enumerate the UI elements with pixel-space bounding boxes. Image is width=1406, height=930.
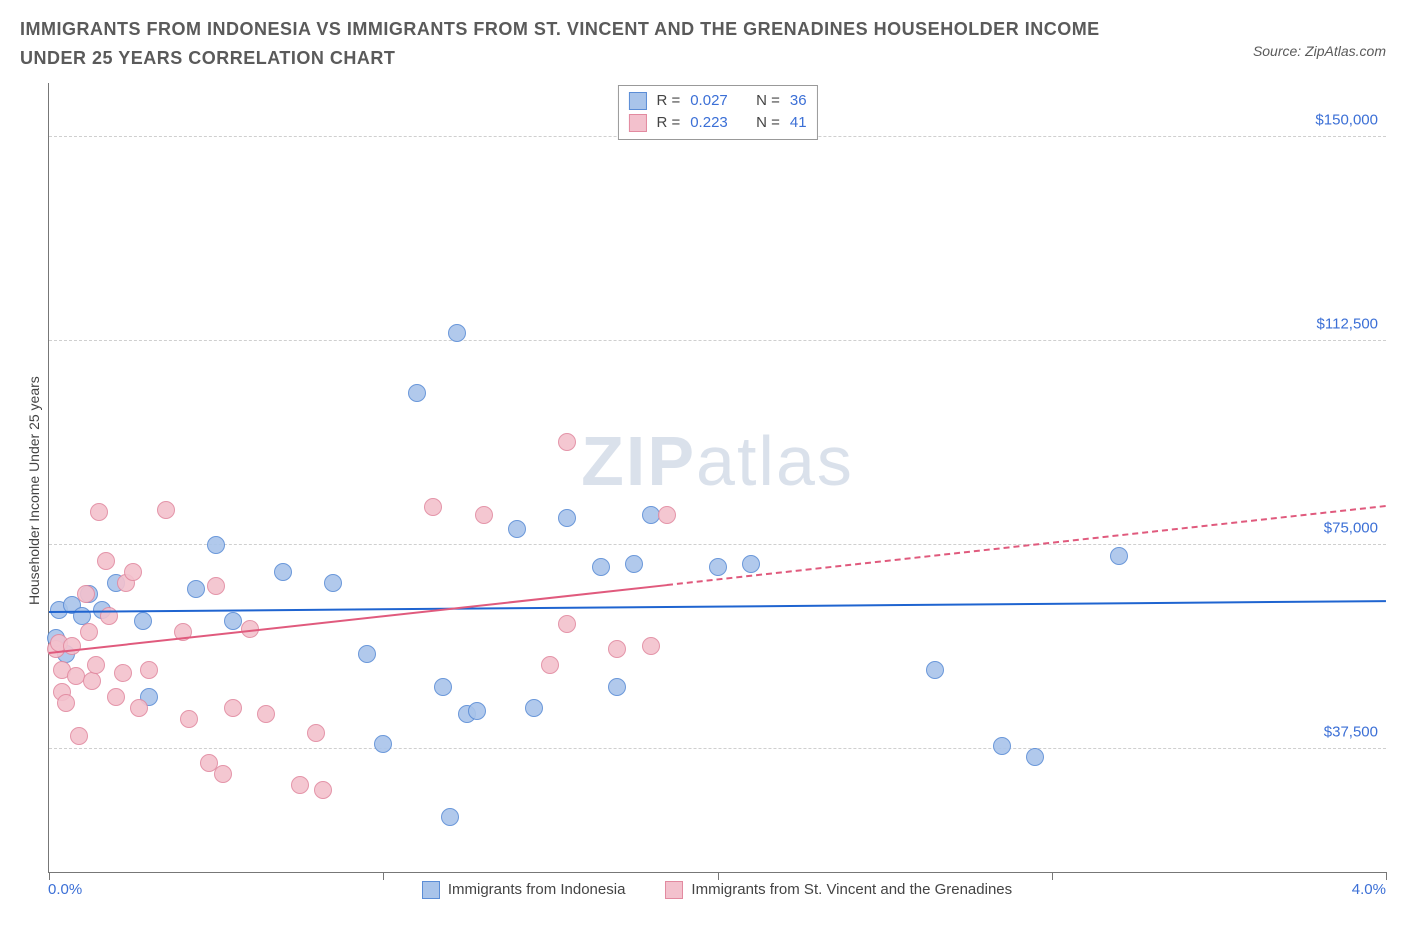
y-tick-label: $150,000	[1315, 112, 1378, 129]
n-value: 36	[790, 90, 807, 113]
data-point	[541, 656, 559, 674]
data-point	[424, 498, 442, 516]
data-point	[87, 656, 105, 674]
legend-swatch	[628, 114, 646, 132]
data-point	[658, 506, 676, 524]
data-point	[157, 501, 175, 519]
data-point	[441, 808, 459, 826]
data-point	[475, 506, 493, 524]
data-point	[508, 520, 526, 538]
y-tick-label: $112,500	[1317, 316, 1378, 333]
data-point	[207, 577, 225, 595]
data-point	[408, 384, 426, 402]
x-tick	[49, 872, 50, 880]
stats-legend-row: R = 0.027 N = 36	[628, 90, 806, 113]
data-point	[608, 678, 626, 696]
x-axis-min-label: 0.0%	[48, 881, 82, 898]
data-point	[90, 503, 108, 521]
data-point	[1110, 547, 1128, 565]
data-point	[134, 612, 152, 630]
source-label: Source: ZipAtlas.com	[1253, 15, 1386, 59]
x-tick	[1052, 872, 1053, 880]
y-tick-label: $75,000	[1324, 520, 1378, 537]
trend-line	[667, 505, 1386, 586]
data-point	[358, 645, 376, 663]
data-point	[324, 574, 342, 592]
data-point	[140, 661, 158, 679]
grid-line	[49, 748, 1386, 749]
data-point	[207, 536, 225, 554]
r-label: R =	[656, 112, 680, 135]
n-label: N =	[756, 90, 780, 113]
data-point	[1026, 748, 1044, 766]
data-point	[57, 694, 75, 712]
data-point	[291, 776, 309, 794]
data-point	[214, 765, 232, 783]
y-axis-label: Householder Income Under 25 years	[20, 83, 48, 899]
data-point	[709, 558, 727, 576]
y-tick-label: $37,500	[1324, 724, 1378, 741]
data-point	[114, 664, 132, 682]
data-point	[993, 737, 1011, 755]
r-value: 0.027	[690, 90, 728, 113]
data-point	[608, 640, 626, 658]
chart-title: IMMIGRANTS FROM INDONESIA VS IMMIGRANTS …	[20, 15, 1120, 73]
data-point	[274, 563, 292, 581]
legend-label: Immigrants from St. Vincent and the Gren…	[691, 881, 1012, 898]
data-point	[124, 563, 142, 581]
x-axis-max-label: 4.0%	[1352, 881, 1386, 898]
legend-swatch	[665, 881, 683, 899]
data-point	[314, 781, 332, 799]
n-label: N =	[756, 112, 780, 135]
legend-item: Immigrants from St. Vincent and the Gren…	[665, 881, 1012, 899]
stats-legend: R = 0.027 N = 36 R = 0.223 N = 41	[617, 85, 817, 140]
data-point	[374, 735, 392, 753]
data-point	[558, 615, 576, 633]
grid-line	[49, 544, 1386, 545]
r-value: 0.223	[690, 112, 728, 135]
scatter-plot: R = 0.027 N = 36 R = 0.223 N = 41 ZIPatlas $3…	[48, 83, 1386, 873]
data-point	[67, 667, 85, 685]
data-point	[187, 580, 205, 598]
n-value: 41	[790, 112, 807, 135]
stats-legend-row: R = 0.223 N = 41	[628, 112, 806, 135]
data-point	[642, 637, 660, 655]
data-point	[224, 612, 242, 630]
grid-line	[49, 340, 1386, 341]
data-point	[742, 555, 760, 573]
data-point	[73, 607, 91, 625]
data-point	[180, 710, 198, 728]
data-point	[926, 661, 944, 679]
data-point	[625, 555, 643, 573]
data-point	[70, 727, 88, 745]
data-point	[77, 585, 95, 603]
data-point	[307, 724, 325, 742]
trend-line	[49, 600, 1386, 613]
r-label: R =	[656, 90, 680, 113]
legend-item: Immigrants from Indonesia	[422, 881, 626, 899]
data-point	[525, 699, 543, 717]
data-point	[130, 699, 148, 717]
data-point	[97, 552, 115, 570]
legend-label: Immigrants from Indonesia	[448, 881, 626, 898]
data-point	[558, 433, 576, 451]
bottom-legend: 0.0% 4.0% Immigrants from Indonesia Immig…	[48, 881, 1386, 899]
x-tick	[1386, 872, 1387, 880]
data-point	[257, 705, 275, 723]
data-point	[80, 623, 98, 641]
x-tick	[718, 872, 719, 880]
x-tick	[383, 872, 384, 880]
data-point	[224, 699, 242, 717]
data-point	[448, 324, 466, 342]
data-point	[468, 702, 486, 720]
data-point	[642, 506, 660, 524]
legend-swatch	[422, 881, 440, 899]
data-point	[558, 509, 576, 527]
legend-swatch	[628, 92, 646, 110]
watermark: ZIPatlas	[581, 421, 854, 501]
data-point	[592, 558, 610, 576]
data-point	[107, 688, 125, 706]
data-point	[83, 672, 101, 690]
data-point	[434, 678, 452, 696]
